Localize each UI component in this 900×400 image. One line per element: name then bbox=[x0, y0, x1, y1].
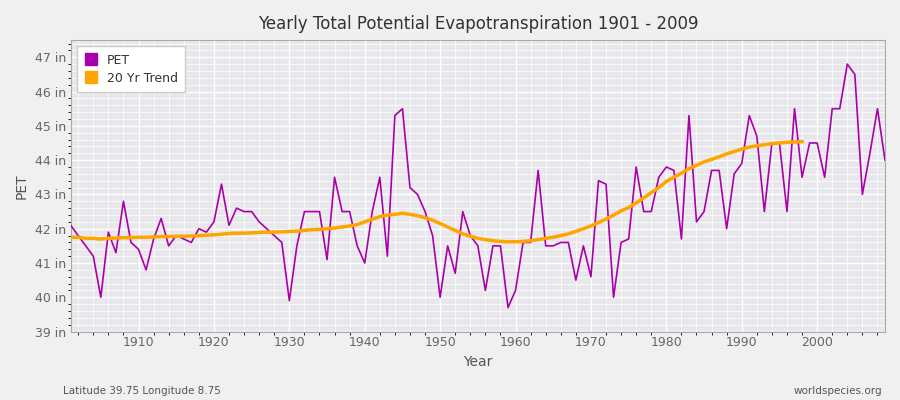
X-axis label: Year: Year bbox=[464, 355, 492, 369]
Text: Latitude 39.75 Longitude 8.75: Latitude 39.75 Longitude 8.75 bbox=[63, 386, 220, 396]
Title: Yearly Total Potential Evapotranspiration 1901 - 2009: Yearly Total Potential Evapotranspiratio… bbox=[257, 15, 698, 33]
Text: worldspecies.org: worldspecies.org bbox=[794, 386, 882, 396]
Legend: PET, 20 Yr Trend: PET, 20 Yr Trend bbox=[76, 46, 185, 92]
Y-axis label: PET: PET bbox=[15, 173, 29, 199]
